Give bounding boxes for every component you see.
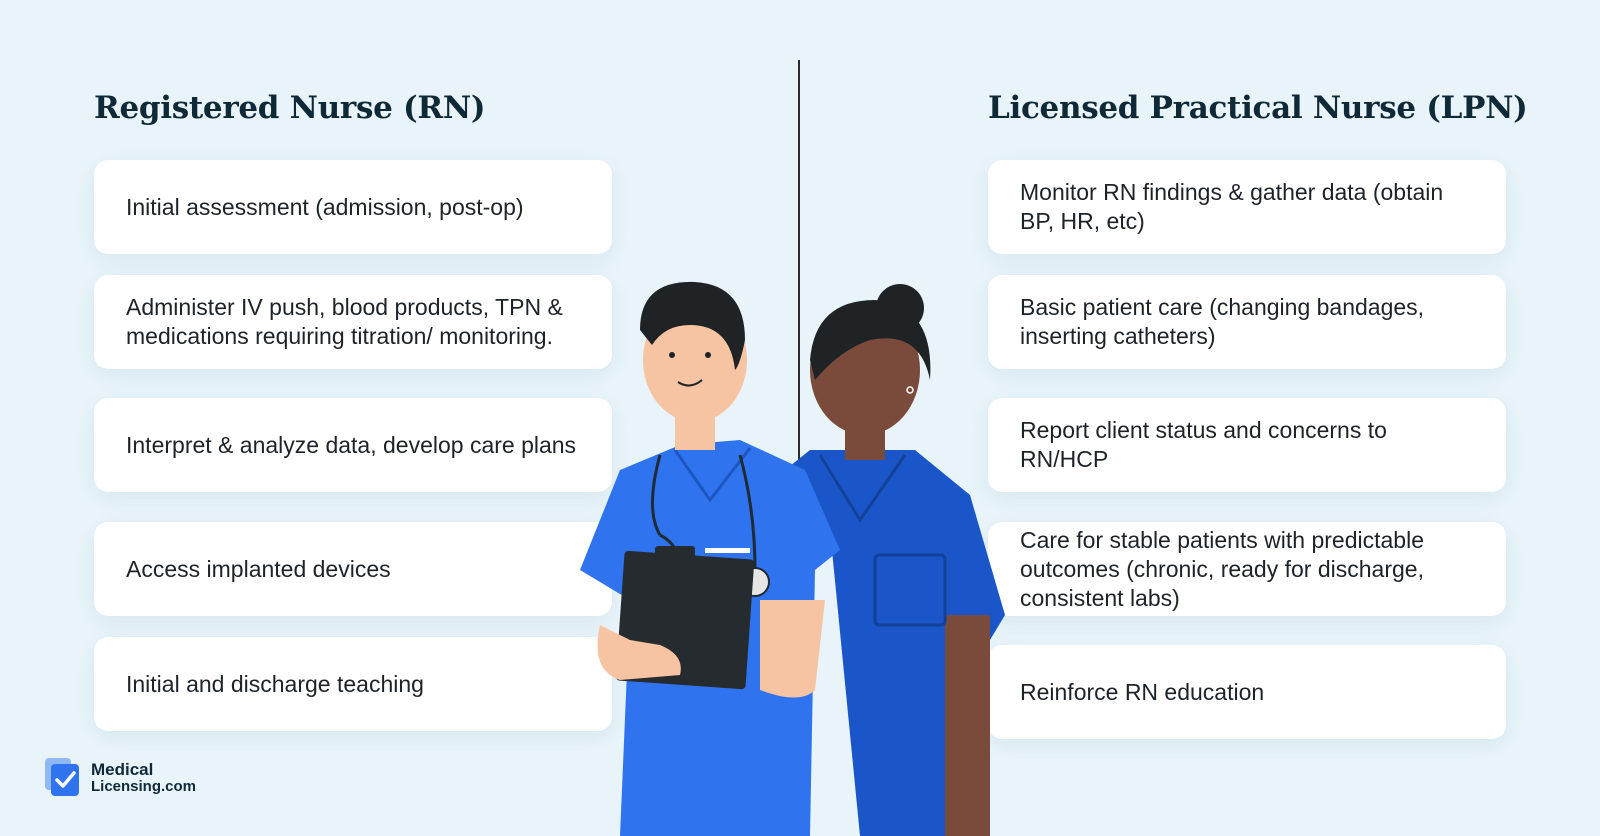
lpn-item-text: Monitor RN findings & gather data (obtai…	[1020, 179, 1444, 234]
lpn-item-5: Reinforce RN education	[988, 645, 1506, 739]
medical-licensing-logo: Medical Licensing.com	[45, 758, 196, 798]
lpn-item-text: Basic patient care (changing bandages, i…	[1020, 294, 1425, 349]
nurses-illustration	[580, 281, 1005, 836]
rn-item-5: Initial and discharge teaching	[94, 637, 612, 731]
center-divider	[798, 60, 800, 560]
logo-line-1: Medical	[91, 760, 154, 779]
logo-line-2: Licensing.com	[91, 778, 197, 795]
female-nurse	[785, 284, 1005, 836]
lpn-item-text: Care for stable patients with predictabl…	[1020, 526, 1424, 611]
rn-item-4: Access implanted devices	[94, 522, 612, 616]
rn-item-text: Initial assessment (admission, post-op)	[126, 193, 524, 220]
check-document-icon	[45, 758, 79, 796]
logo-text: Medical Licensing.com	[91, 761, 196, 795]
rn-item-text: Initial and discharge teaching	[126, 670, 424, 697]
lpn-title: Licensed Practical Nurse (LPN)	[988, 90, 1528, 126]
lpn-item-1: Monitor RN findings & gather data (obtai…	[988, 160, 1506, 254]
lpn-item-4: Care for stable patients with predictabl…	[988, 522, 1506, 616]
lpn-item-2: Basic patient care (changing bandages, i…	[988, 275, 1506, 369]
rn-item-text: Interpret & analyze data, develop care p…	[126, 431, 577, 458]
rn-item-3: Interpret & analyze data, develop care p…	[94, 398, 612, 492]
lpn-item-text: Reinforce RN education	[1020, 678, 1265, 705]
male-nurse	[580, 281, 840, 836]
lpn-item-3: Report client status and concerns to RN/…	[988, 398, 1506, 492]
rn-item-2: Administer IV push, blood products, TPN …	[94, 275, 612, 369]
lpn-item-text: Report client status and concerns to RN/…	[1020, 417, 1387, 472]
rn-title: Registered Nurse (RN)	[94, 90, 486, 126]
rn-item-text: Administer IV push, blood products, TPN …	[126, 294, 563, 349]
rn-item-text: Access implanted devices	[126, 555, 391, 582]
rn-item-1: Initial assessment (admission, post-op)	[94, 160, 612, 254]
